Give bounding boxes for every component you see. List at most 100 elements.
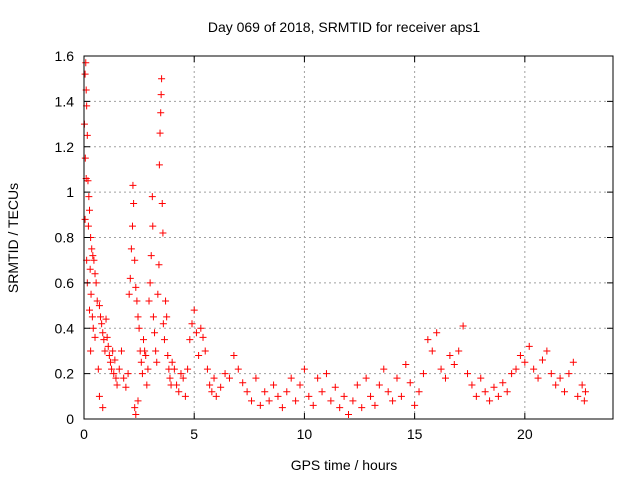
data-point xyxy=(530,365,538,373)
data-point xyxy=(158,75,166,83)
data-point xyxy=(88,245,96,253)
data-point xyxy=(239,379,247,387)
y-tick-label: 0.2 xyxy=(55,366,75,382)
data-point xyxy=(581,388,589,396)
data-point xyxy=(95,302,103,310)
data-point xyxy=(177,370,185,378)
data-point xyxy=(278,404,286,412)
data-point xyxy=(190,306,198,314)
data-points xyxy=(80,59,589,418)
data-point xyxy=(98,320,106,328)
data-point xyxy=(113,381,121,389)
data-point xyxy=(234,365,242,373)
data-point xyxy=(81,215,89,223)
data-point xyxy=(428,347,436,355)
data-point xyxy=(210,374,218,382)
y-tick-label: 1.4 xyxy=(55,93,75,109)
data-point xyxy=(81,70,89,78)
data-point xyxy=(141,347,149,355)
data-point xyxy=(265,397,273,405)
data-point xyxy=(158,199,166,207)
data-point xyxy=(156,129,164,137)
data-point xyxy=(300,365,308,373)
data-point xyxy=(472,392,480,400)
data-point xyxy=(464,370,472,378)
data-point xyxy=(111,356,119,364)
data-point xyxy=(516,351,524,359)
data-point xyxy=(331,383,339,391)
data-point xyxy=(230,351,238,359)
data-point xyxy=(345,410,352,418)
y-tick-label: 0 xyxy=(66,411,74,427)
data-point xyxy=(424,336,432,344)
data-point xyxy=(153,358,161,366)
data-point xyxy=(155,261,163,269)
data-point xyxy=(199,333,207,341)
data-point xyxy=(212,392,220,400)
data-point xyxy=(197,324,205,332)
data-point xyxy=(292,397,300,405)
data-point xyxy=(134,397,142,405)
data-point xyxy=(103,333,111,341)
data-point xyxy=(402,361,410,369)
data-point xyxy=(393,374,401,382)
data-point xyxy=(131,256,139,264)
data-point xyxy=(188,320,196,328)
data-point xyxy=(87,290,95,298)
data-point xyxy=(85,193,93,201)
data-point xyxy=(186,336,194,344)
data-point xyxy=(127,245,135,253)
data-point xyxy=(112,374,120,382)
data-point xyxy=(217,383,225,391)
data-point xyxy=(296,381,304,389)
data-point xyxy=(256,401,264,409)
data-point xyxy=(481,388,489,396)
data-point xyxy=(122,383,130,391)
y-axis-label: SRMTID / TECUs xyxy=(5,183,21,293)
data-point xyxy=(142,351,150,359)
data-point xyxy=(499,379,507,387)
data-point xyxy=(140,336,148,344)
x-tick-labels: 0 5 10 15 20 xyxy=(80,426,533,442)
data-point xyxy=(110,370,118,378)
x-axis-label: GPS time / hours xyxy=(291,457,398,473)
data-point xyxy=(208,388,216,396)
data-point xyxy=(130,199,138,207)
y-tick-labels: 0 0.2 0.4 0.6 0.8 1 1.2 1.4 1.6 xyxy=(55,48,75,427)
data-point xyxy=(179,374,187,382)
data-point xyxy=(104,342,112,350)
data-point xyxy=(132,283,140,291)
data-point xyxy=(411,401,419,409)
data-point xyxy=(148,193,156,201)
data-point xyxy=(163,313,171,321)
data-point xyxy=(221,370,229,378)
data-point xyxy=(349,397,357,405)
data-point xyxy=(93,297,101,305)
data-point xyxy=(157,91,165,99)
data-point xyxy=(574,392,582,400)
data-point xyxy=(261,388,269,396)
data-point xyxy=(105,351,113,359)
data-point xyxy=(149,222,157,230)
axis-ticks xyxy=(83,55,613,420)
data-point xyxy=(94,365,102,373)
data-point xyxy=(91,270,99,278)
data-point xyxy=(225,374,233,382)
data-point xyxy=(455,347,463,355)
data-point xyxy=(151,329,159,337)
y-tick-label: 1.2 xyxy=(55,139,75,155)
data-point xyxy=(181,392,189,400)
data-point xyxy=(106,358,114,366)
data-point xyxy=(437,365,445,373)
data-point xyxy=(486,397,494,405)
data-point xyxy=(89,252,97,260)
plot-frame xyxy=(83,55,614,420)
data-point xyxy=(147,252,155,260)
data-point xyxy=(243,388,251,396)
data-point xyxy=(117,347,125,355)
x-tick-label: 20 xyxy=(517,426,533,442)
data-point xyxy=(521,358,529,366)
data-point xyxy=(195,351,203,359)
data-point xyxy=(126,274,134,282)
